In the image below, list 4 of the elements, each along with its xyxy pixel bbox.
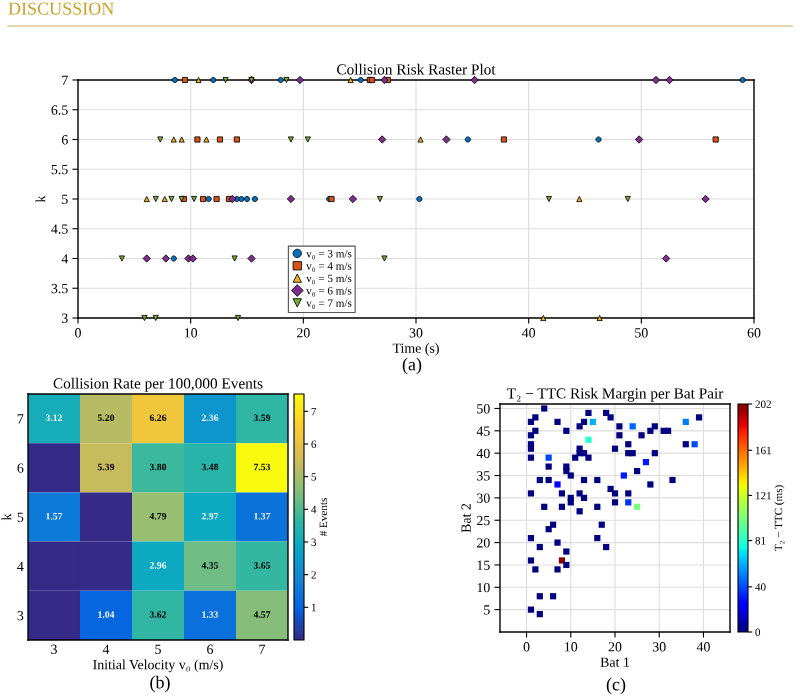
text: (c) [606, 677, 626, 695]
text: (a) [402, 357, 422, 375]
text: DISCUSSION [8, 2, 114, 15]
text: (b) [150, 675, 170, 693]
